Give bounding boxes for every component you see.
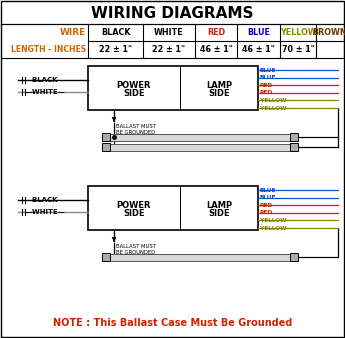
Text: 46 ± 1": 46 ± 1" bbox=[242, 45, 275, 54]
Text: BLACK: BLACK bbox=[101, 28, 130, 37]
Text: RED: RED bbox=[260, 210, 273, 215]
Text: SIDE: SIDE bbox=[208, 209, 230, 217]
Text: RED: RED bbox=[207, 28, 225, 37]
Text: BLUE: BLUE bbox=[260, 188, 276, 193]
Bar bbox=[88, 66, 258, 110]
Bar bbox=[110, 134, 290, 141]
Text: POWER: POWER bbox=[117, 80, 151, 90]
Bar bbox=[290, 143, 298, 151]
Bar bbox=[102, 143, 110, 151]
Bar bbox=[88, 186, 258, 230]
Text: RED: RED bbox=[260, 203, 273, 208]
Text: WHITE: WHITE bbox=[154, 28, 184, 37]
Text: LAMP: LAMP bbox=[206, 200, 232, 210]
Bar bbox=[110, 144, 290, 150]
Text: WIRE: WIRE bbox=[60, 28, 86, 37]
Text: SIDE: SIDE bbox=[123, 89, 145, 97]
Text: RED: RED bbox=[260, 83, 273, 88]
Text: SIDE: SIDE bbox=[208, 89, 230, 97]
Text: BALLAST MUST
BE GROUNDED: BALLAST MUST BE GROUNDED bbox=[116, 244, 156, 255]
Bar bbox=[290, 133, 298, 141]
Bar bbox=[102, 133, 110, 141]
Text: RED: RED bbox=[260, 90, 273, 95]
Text: 22 ± 1": 22 ± 1" bbox=[99, 45, 132, 54]
Bar bbox=[102, 253, 110, 261]
Text: BROWN: BROWN bbox=[313, 28, 345, 37]
Text: NOTE : This Ballast Case Must Be Grounded: NOTE : This Ballast Case Must Be Grounde… bbox=[53, 318, 292, 328]
Text: LENGTH - INCHES: LENGTH - INCHES bbox=[11, 45, 86, 54]
Text: —WHITE—: —WHITE— bbox=[26, 89, 66, 95]
Text: POWER: POWER bbox=[117, 200, 151, 210]
Text: YELLOW: YELLOW bbox=[260, 98, 287, 103]
Text: BLUE: BLUE bbox=[260, 68, 276, 72]
Text: —BLACK—: —BLACK— bbox=[26, 197, 66, 203]
Text: BLUE: BLUE bbox=[247, 28, 270, 37]
Text: —BLACK—: —BLACK— bbox=[26, 77, 66, 83]
Text: —WHITE—: —WHITE— bbox=[26, 209, 66, 215]
Text: YELLOW: YELLOW bbox=[260, 105, 287, 111]
Text: BLUE: BLUE bbox=[260, 75, 276, 80]
Text: WIRING DIAGRAMS: WIRING DIAGRAMS bbox=[91, 6, 254, 22]
Text: BALLAST MUST
BE GROUNDED: BALLAST MUST BE GROUNDED bbox=[116, 124, 156, 135]
Text: YELLOW: YELLOW bbox=[280, 28, 316, 37]
Text: 22 ± 1": 22 ± 1" bbox=[152, 45, 186, 54]
Text: YELLOW: YELLOW bbox=[260, 218, 287, 223]
Text: YELLOW: YELLOW bbox=[260, 225, 287, 231]
Text: SIDE: SIDE bbox=[123, 209, 145, 217]
Text: LAMP: LAMP bbox=[206, 80, 232, 90]
Bar bbox=[110, 254, 290, 261]
Text: 70 ± 1": 70 ± 1" bbox=[282, 45, 314, 54]
Text: 46 ± 1": 46 ± 1" bbox=[199, 45, 233, 54]
Text: BLUE: BLUE bbox=[260, 195, 276, 200]
Bar bbox=[290, 253, 298, 261]
